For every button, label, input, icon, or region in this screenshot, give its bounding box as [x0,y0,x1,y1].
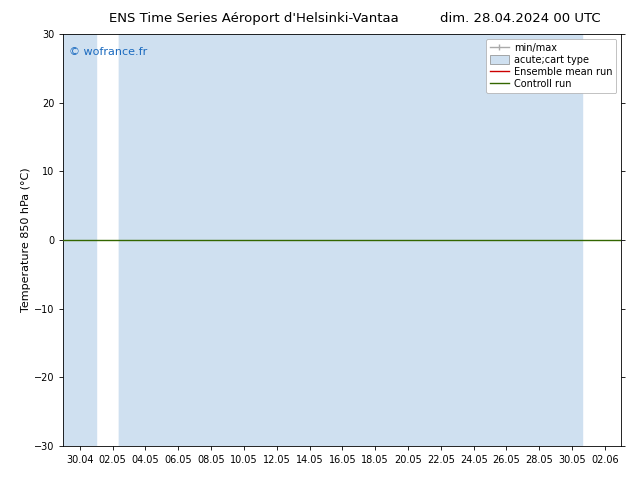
Bar [139,34,152,446]
Bar [152,34,500,446]
Legend: min/max, acute;cart type, Ensemble mean run, Controll run: min/max, acute;cart type, Ensemble mean … [486,39,616,93]
Bar [119,34,368,446]
Y-axis label: Temperature 850 hPa (°C): Temperature 850 hPa (°C) [21,168,31,313]
Text: © wofrance.fr: © wofrance.fr [69,47,147,57]
Bar [119,34,582,446]
Text: ENS Time Series Aéroport d'Helsinki-Vantaa: ENS Time Series Aéroport d'Helsinki-Vant… [108,12,399,25]
Bar [63,34,96,446]
Bar [152,34,270,446]
Text: dim. 28.04.2024 00 UTC: dim. 28.04.2024 00 UTC [439,12,600,25]
